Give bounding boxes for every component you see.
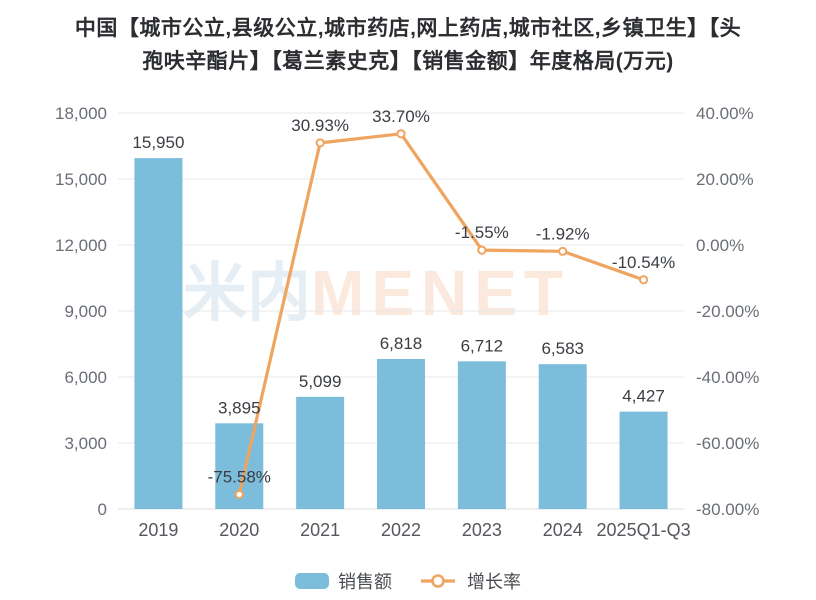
chart-title: 中国【城市公立,县级公立,城市药店,网上药店,城市社区,乡镇卫生】【头 孢呋辛酯…: [0, 12, 816, 78]
x-axis-label-2020: 2020: [219, 520, 259, 540]
left-axis-tick: 0: [98, 500, 107, 519]
bar-value-label: 15,950: [132, 133, 184, 152]
line-series-marker-icon: [421, 574, 455, 588]
bar-2025Q1-Q3[interactable]: [619, 411, 668, 509]
x-axis-label-2024: 2024: [543, 520, 583, 540]
bar-value-label: 4,427: [622, 387, 665, 406]
chart-title-line1: 中国【城市公立,县级公立,城市药店,网上药店,城市社区,乡镇卫生】【头: [74, 17, 742, 40]
left-axis-tick: 6,000: [64, 368, 107, 387]
x-axis-label-2019: 2019: [138, 520, 178, 540]
growth-point-2025Q1-Q3[interactable]: [638, 275, 649, 285]
right-axis-tick: -60.00%: [696, 434, 759, 453]
right-axis-tick: -20.00%: [696, 302, 759, 321]
x-axis-label-2023: 2023: [462, 520, 502, 540]
legend-item-sales[interactable]: 销售额: [295, 568, 392, 594]
bar-series-swatch: [295, 573, 329, 589]
left-axis-tick: 18,000: [55, 104, 107, 123]
growth-value-label: -1.92%: [536, 224, 590, 243]
bar-2021[interactable]: [296, 396, 345, 509]
chart-title-line2: 孢呋辛酯片】【葛兰素史克】【销售金额】年度格局(万元): [142, 50, 674, 73]
bar-2024[interactable]: [538, 364, 587, 509]
legend-item-growth[interactable]: 增长率: [418, 568, 521, 594]
bar-value-label: 6,583: [541, 339, 584, 358]
bar-2022[interactable]: [377, 359, 425, 509]
legend-label-growth: 增长率: [467, 572, 521, 592]
growth-point-2022[interactable]: [396, 129, 406, 139]
right-axis-tick: 40.00%: [696, 104, 754, 123]
legend-label-sales: 销售额: [338, 572, 392, 592]
growth-value-label: 33.70%: [372, 107, 430, 126]
watermark-en-logo: MENET: [311, 257, 570, 329]
bar-2019[interactable]: [134, 158, 183, 509]
bar-value-label: 6,712: [461, 336, 504, 355]
growth-value-label: -10.54%: [612, 253, 675, 272]
left-axis-tick: 9,000: [64, 302, 107, 321]
bar-2023[interactable]: [457, 361, 506, 509]
bar-value-label: 5,099: [299, 372, 342, 391]
growth-value-label: -75.58%: [208, 467, 271, 486]
x-axis-label-2021: 2021: [300, 520, 340, 540]
right-axis-tick: -40.00%: [696, 368, 759, 387]
left-axis-tick: 3,000: [64, 434, 107, 453]
left-axis-tick: 12,000: [55, 236, 107, 255]
growth-rate-line: [237, 132, 646, 496]
bar-value-label: 6,818: [380, 334, 423, 353]
growth-point-2021[interactable]: [315, 138, 325, 148]
left-axis-tick: 15,000: [55, 170, 107, 189]
x-axis-label-2022: 2022: [381, 520, 421, 540]
right-axis-tick: 20.00%: [696, 170, 754, 189]
growth-point-2020[interactable]: [234, 489, 244, 500]
growth-value-label: 30.93%: [291, 116, 349, 135]
x-axis-label-2025Q1-Q3: 2025Q1-Q3: [597, 520, 691, 540]
growth-point-2024[interactable]: [558, 246, 568, 256]
legend: 销售额 增长率: [0, 566, 816, 596]
bar-value-label: 3,895: [218, 398, 261, 417]
growth-value-label: -1.55%: [455, 223, 509, 242]
right-axis-tick: 0.00%: [696, 236, 744, 255]
right-axis-tick: -80.00%: [696, 500, 759, 519]
growth-point-2023[interactable]: [477, 245, 487, 255]
